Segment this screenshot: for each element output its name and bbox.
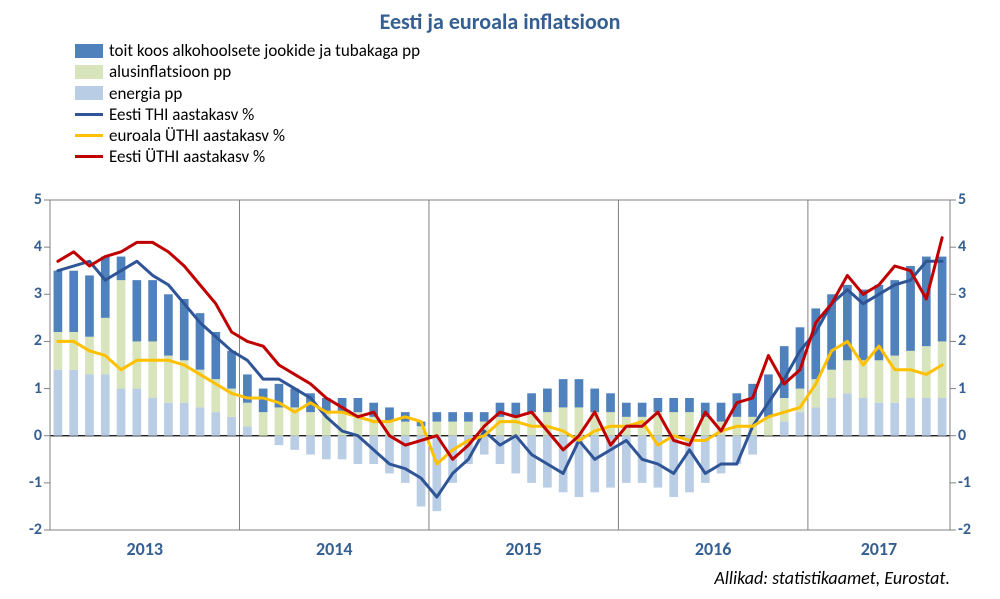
legend-swatch-energy	[75, 86, 103, 100]
x-axis-year: 2016	[695, 538, 732, 560]
legend-item-thi: Eesti THI aastakasv %	[75, 104, 420, 125]
legend: toit koos alkohoolsete jookide ja tubaka…	[75, 40, 420, 168]
legend-label-uthi: Eesti ÜTHI aastakasv %	[109, 146, 265, 167]
legend-line-euro	[75, 134, 103, 137]
y-axis-tick-left: 5	[12, 190, 42, 209]
legend-line-uthi	[75, 155, 103, 158]
x-axis-year: 2015	[505, 538, 542, 560]
y-axis-tick-left: 4	[12, 237, 42, 256]
y-axis-tick-left: -2	[12, 520, 42, 539]
legend-item-core: alusinflatsioon pp	[75, 61, 420, 82]
chart-title: Eesti ja euroala inflatsioon	[0, 0, 1000, 35]
chart-source: Allikad: statistikaamet, Eurostat.	[714, 567, 950, 589]
legend-line-thi	[75, 113, 103, 116]
legend-item-euro: euroala ÜTHI aastakasv %	[75, 125, 420, 146]
legend-label-food: toit koos alkohoolsete jookide ja tubaka…	[109, 40, 420, 61]
y-axis-tick-left: -1	[12, 473, 42, 492]
y-axis-tick-right: 5	[958, 190, 988, 209]
y-axis-tick-right: 1	[958, 379, 988, 398]
legend-swatch-core	[75, 65, 103, 79]
y-axis-tick-left: 1	[12, 379, 42, 398]
legend-item-uthi: Eesti ÜTHI aastakasv %	[75, 146, 420, 167]
y-axis-tick-right: 3	[958, 284, 988, 303]
y-axis-tick-right: -1	[958, 473, 988, 492]
chart-svg	[50, 200, 950, 530]
legend-label-energy: energia pp	[109, 83, 182, 104]
x-axis-year: 2014	[316, 538, 353, 560]
legend-item-food: toit koos alkohoolsete jookide ja tubaka…	[75, 40, 420, 61]
y-axis-tick-right: -2	[958, 520, 988, 539]
legend-label-thi: Eesti THI aastakasv %	[109, 104, 254, 125]
y-axis-tick-left: 0	[12, 426, 42, 445]
x-axis-year: 2013	[126, 538, 163, 560]
legend-swatch-food	[75, 44, 103, 58]
legend-item-energy: energia pp	[75, 83, 420, 104]
chart-plot-area: -2-2-1-100112233445520132014201520162017	[50, 200, 950, 530]
y-axis-tick-left: 2	[12, 331, 42, 350]
y-axis-tick-right: 0	[958, 426, 988, 445]
legend-label-euro: euroala ÜTHI aastakasv %	[109, 125, 285, 146]
x-axis-year: 2017	[861, 538, 898, 560]
legend-label-core: alusinflatsioon pp	[109, 61, 231, 82]
y-axis-tick-left: 3	[12, 284, 42, 303]
y-axis-tick-right: 4	[958, 237, 988, 256]
y-axis-tick-right: 2	[958, 331, 988, 350]
